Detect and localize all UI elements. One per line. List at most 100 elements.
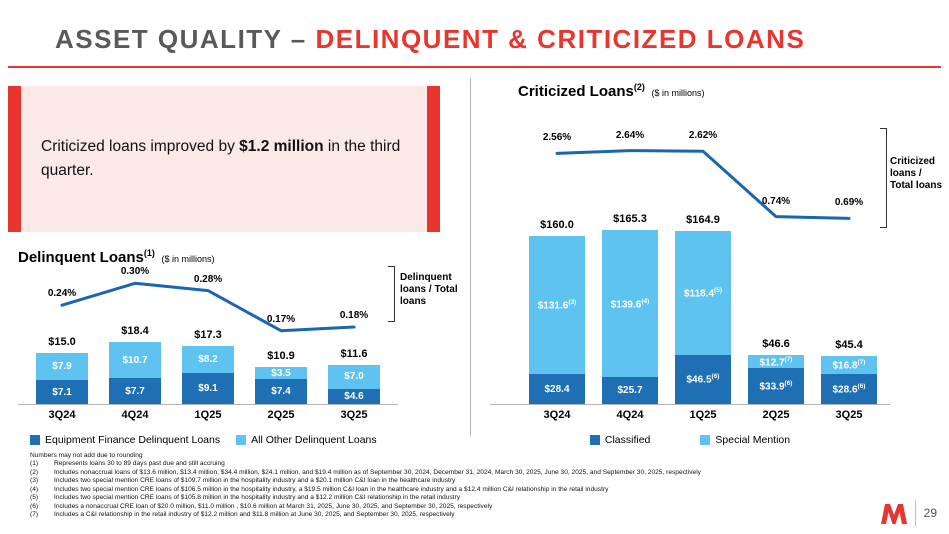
legend-item-equipment-finance: Equipment Finance Delinquent Loans [30, 434, 220, 446]
category-label: 3Q24 [48, 409, 76, 421]
delinquent-category-axis: 3Q24 4Q24 1Q25 2Q25 3Q25 [18, 409, 398, 423]
legend-swatch-classified [589, 435, 600, 445]
bar-segment-label: $8.2 [198, 354, 218, 366]
footnote-text: Includes two special mention CRE loans o… [54, 485, 609, 493]
ratio-point-label: 2.56% [542, 132, 572, 144]
bar-segment-equipment-finance-delinquent-loans: $7.4 [255, 379, 307, 404]
category-label: 3Q25 [835, 409, 863, 421]
footer-separator [914, 500, 916, 526]
footnote-number: (4) [30, 485, 39, 493]
bar-segment-special-mention: $12.7(7) [748, 355, 804, 369]
callout-text-prefix: Criticized loans improved by [41, 137, 240, 155]
bar-segment-label: $7.7 [125, 385, 145, 397]
bar-segment-label: $25.7 [617, 385, 643, 396]
bar-segment-classified: $33.9(6) [748, 368, 804, 404]
bar-segment-label: $3.5 [271, 367, 291, 379]
bar-total-label: $11.6 [340, 347, 368, 360]
delinquent-chart-title: Delinquent Loans(1) ($ in millions) [18, 248, 215, 266]
bar-segment-classified: $46.5(6) [675, 355, 731, 404]
bar-segment-label: $118.4(5) [684, 286, 722, 300]
bar-segment-label: $10.7 [122, 354, 148, 366]
criticized-chart-subtitle: ($ in millions) [651, 88, 705, 98]
legend-label-all-other: All Other Delinquent Loans [251, 434, 377, 446]
legend-label-equipment-finance: Equipment Finance Delinquent Loans [45, 434, 221, 446]
callout-text: Criticized loans improved by $1.2 millio… [21, 86, 427, 232]
legend-label-classified: Classified [604, 434, 651, 446]
bar-segment-all-other-delinquent-loans: $7.0 [328, 364, 380, 389]
bar-segment-label: $16.8(7) [832, 359, 866, 372]
ratio-line-svg [60, 281, 356, 333]
legend-label-special-mention: Special Mention [715, 434, 791, 446]
category-label: 3Q25 [340, 409, 368, 421]
criticized-legend: Classified Special Mention [490, 434, 890, 446]
delinquent-chart-title-sup: (1) [143, 248, 155, 258]
category-label: 4Q24 [616, 409, 644, 421]
bar-segment-label: $7.9 [52, 361, 72, 373]
ratio-point-label: 0.74% [761, 195, 791, 207]
bar-total-label: $46.6 [762, 338, 790, 351]
bar-segment-classified: $28.4 [529, 374, 585, 404]
category-label: 1Q25 [689, 409, 717, 421]
footnote-number: (6) [30, 502, 39, 510]
bar-total-label: $45.4 [835, 339, 863, 352]
category-label: 1Q25 [194, 409, 222, 421]
bar-total-label: $10.9 [267, 350, 295, 363]
footnote: (7) Includes a C&I relationship in the re… [30, 511, 942, 519]
bar-segment-label: $9.1 [198, 383, 218, 395]
ratio-point-label: 0.30% [120, 266, 150, 278]
legend-swatch-equipment-finance [30, 435, 40, 445]
bar-segment-special-mention: $131.6(3) [529, 236, 585, 375]
criticized-chart-plot: $28.4 $131.6(3) $160.0 $25.7 $139.6(4) $165.3… [490, 120, 890, 405]
footnote: (5) Includes two special mention CRE loan… [30, 494, 942, 502]
ratio-point-label: 0.28% [193, 273, 223, 285]
bar-segment-all-other-delinquent-loans: $10.7 [109, 342, 161, 379]
page-title-gray: ASSET QUALITY – [55, 24, 316, 54]
bar-segment-all-other-delinquent-loans: $7.9 [36, 353, 88, 381]
ratio-point-label: 0.69% [834, 197, 864, 209]
delinquent-chart-title-text: Delinquent Loans [18, 249, 144, 266]
footnote-text: Includes two special mention CRE loans o… [54, 477, 456, 485]
bar-total-label: $18.4 [121, 325, 149, 337]
bar-segment-label: $4.6 [344, 390, 364, 402]
criticized-chart-title-sup: (2) [633, 82, 645, 92]
legend-item-all-other: All Other Delinquent Loans [236, 434, 377, 446]
bar-segment-label: $139.6(4) [610, 297, 650, 310]
delinquent-ratio-bracket [388, 266, 395, 322]
footnote: (1) Represents loans 30 to 89 days past d… [30, 460, 942, 468]
bar-segment-equipment-finance-delinquent-loans: $9.1 [182, 373, 234, 404]
callout-box: Criticized loans improved by $1.2 millio… [8, 86, 440, 232]
criticized-ratio-bracket-label: Criticized loans / Total loans [890, 156, 943, 191]
footnote: (4) Includes two special mention CRE loan… [30, 486, 942, 494]
ratio-line-svg [555, 149, 851, 220]
section-divider [470, 78, 471, 436]
legend-item-special-mention: Special Mention [700, 434, 790, 446]
delinquent-chart-plot: $7.1 $7.9 $15.0 $7.7 $10.7 $18.4 $9.1 $8.2 $17.3… [18, 265, 398, 405]
criticized-ratio-bracket [880, 128, 887, 228]
criticized-chart-title: Criticized Loans(2) ($ in millions) [518, 82, 705, 100]
bar-total-label: $17.3 [194, 328, 222, 341]
callout-left-accent [8, 86, 21, 232]
bar-segment-label: $28.4 [544, 383, 570, 395]
bar-total-label: $165.3 [613, 213, 647, 226]
delinquent-legend: Equipment Finance Delinquent Loans All O… [30, 434, 377, 446]
ratio-point-label: 0.24% [47, 288, 77, 300]
footnote-number: (1) [30, 460, 39, 468]
title-underline [8, 66, 941, 68]
footnote: (3) Includes two special mention CRE loan… [30, 477, 942, 485]
footnotes: Numbers may not add due to rounding (1) R… [30, 452, 942, 520]
criticized-chart-title-text: Criticized Loans [518, 83, 634, 100]
bar-segment-label: $7.0 [344, 371, 364, 383]
legend-swatch-all-other [236, 435, 247, 445]
footnote-text: Includes a nonaccrual CRE loan of $20.0 … [54, 502, 493, 510]
company-logo-icon [880, 504, 907, 524]
bar-segment-special-mention: $16.8(7) [821, 356, 877, 374]
footnote: (2) Includes nonaccrual loans of $13.6 mi… [30, 469, 942, 477]
legend-item-classified: Classified [589, 434, 651, 446]
delinquent-ratio-bracket-label: Delinquent loans / Total loans [400, 272, 458, 307]
bar-segment-classified: $28.6(6) [821, 373, 877, 404]
bar-segment-equipment-finance-delinquent-loans: $7.1 [36, 380, 88, 404]
footnote-number: (5) [30, 494, 39, 502]
bar-segment-classified: $25.7 [602, 377, 658, 404]
callout-text-suffix: in the third quarter. [41, 137, 401, 179]
delinquent-chart-subtitle: ($ in millions) [161, 254, 215, 264]
